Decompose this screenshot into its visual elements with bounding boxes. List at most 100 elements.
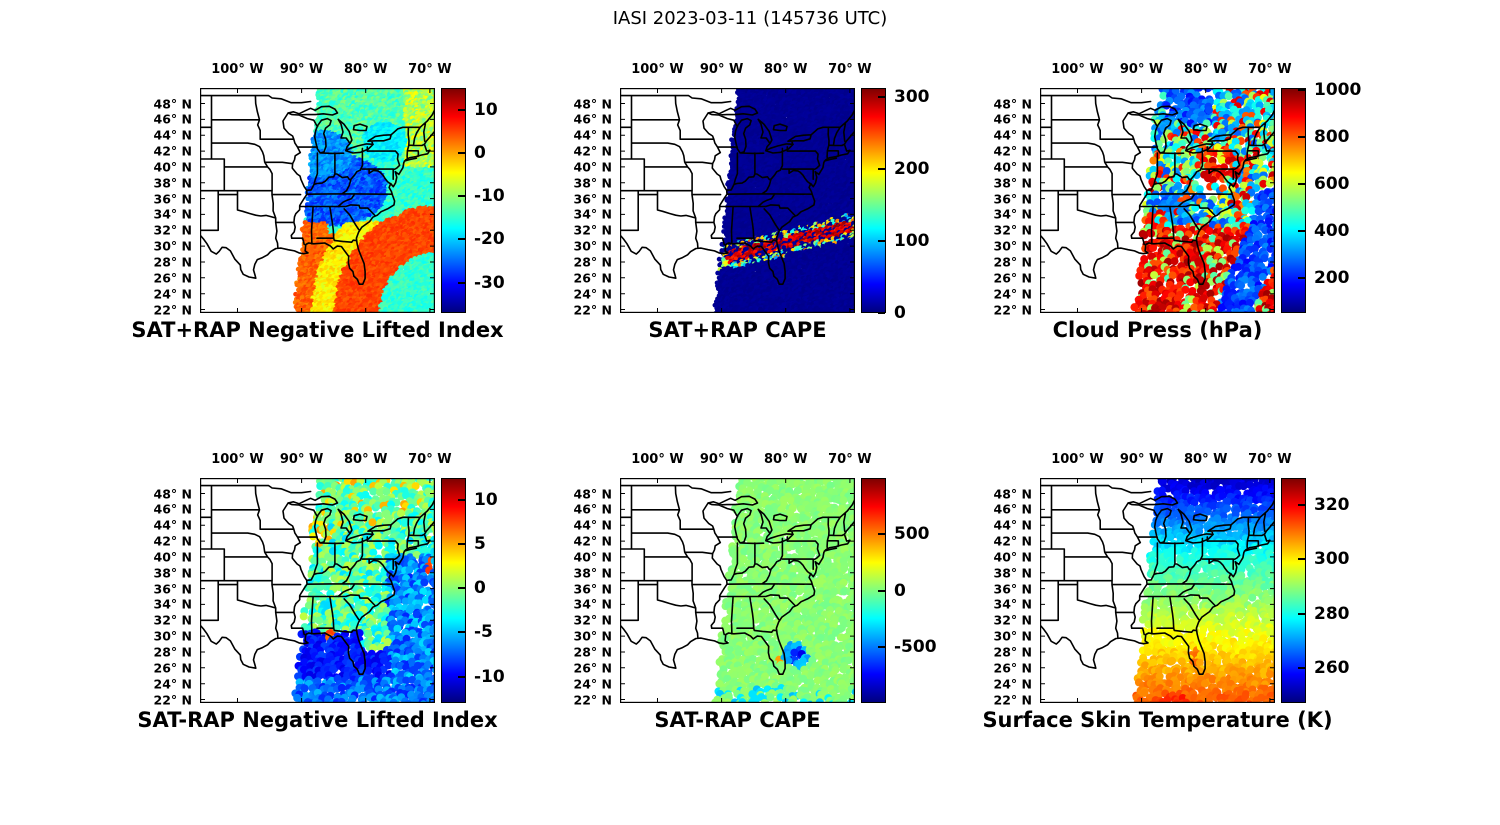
lon-tick-label: 80° W — [343, 452, 388, 467]
axes-frame — [620, 478, 855, 703]
colorbar-tick-label: -10 — [474, 186, 505, 207]
colorbar-tick — [458, 675, 465, 678]
colorbar-tick-label: 200 — [1314, 267, 1350, 288]
lat-tick-label: 34° N — [153, 206, 192, 222]
colorbar-tick — [878, 239, 885, 242]
lat-tick-label: 28° N — [993, 644, 1032, 660]
colorbar-tick — [458, 281, 465, 284]
lat-tick-label: 48° N — [993, 486, 1032, 502]
colorbar-tick — [1298, 558, 1305, 561]
lat-tick-label: 28° N — [573, 254, 612, 270]
lat-tick-label: 24° N — [573, 286, 612, 302]
lat-tick-label: 40° N — [153, 549, 192, 565]
colorbar-tick — [878, 589, 885, 592]
colorbar-tick-label: 5 — [474, 534, 486, 555]
lat-tick-label: 38° N — [993, 565, 1032, 581]
lat-tick-label: 30° N — [153, 238, 192, 254]
lat-tick-label: 30° N — [993, 628, 1032, 644]
lat-tick-label: 36° N — [573, 191, 612, 207]
lat-tick-label: 48° N — [573, 96, 612, 112]
lat-tick-label: 26° N — [153, 270, 192, 286]
colorbar-tick-label: 300 — [894, 86, 930, 107]
lat-tick-label: 42° N — [573, 533, 612, 549]
axes-frame — [200, 478, 435, 703]
lat-tick-label: 28° N — [993, 254, 1032, 270]
colorbar: 10 5 0 -5 -10 — [441, 478, 591, 703]
lat-tick-label: 28° N — [153, 644, 192, 660]
colorbar-tick — [1298, 183, 1305, 186]
axis-ticks — [620, 88, 855, 313]
colorbar-tick — [458, 195, 465, 198]
colorbar-tick-label: 800 — [1314, 127, 1350, 148]
lon-tick-label: 100° W — [211, 452, 264, 467]
lat-tick-label: 34° N — [993, 206, 1032, 222]
colorbar-tick-label: -500 — [894, 636, 937, 657]
lat-tick-label: 26° N — [573, 660, 612, 676]
colorbar-tick-label: 320 — [1314, 495, 1350, 516]
lon-tick-label: 70° W — [828, 452, 872, 467]
lat-tick-label: 44° N — [573, 517, 612, 533]
lat-tick-label: 30° N — [573, 628, 612, 644]
lon-tick-label: 100° W — [1051, 452, 1104, 467]
lon-tick-label: 90° W — [699, 62, 744, 77]
colorbar-tick-label: 10 — [474, 99, 498, 120]
map-panel-surface_skin_temperature_k: Surface Skin Temperature (K) 320 300 280 26… — [982, 452, 1349, 732]
axis-ticks — [200, 88, 435, 313]
colorbar-tick — [878, 95, 885, 98]
lat-tick-label: 32° N — [573, 222, 612, 238]
panel-title: Surface Skin Temperature (K) — [982, 708, 1333, 732]
lon-tick-label: 80° W — [763, 452, 808, 467]
map-plot — [200, 88, 435, 313]
axis-ticks — [1040, 478, 1275, 703]
map-panel-sat_minus_rap_cape: SAT-RAP CAPE 500 0 -500 100° W 90° W 80° W 70… — [574, 452, 937, 732]
lat-tick-label: 40° N — [573, 549, 612, 565]
lon-tick-label: 90° W — [1119, 62, 1164, 77]
colorbar-tick — [1298, 276, 1305, 279]
lat-tick-label: 26° N — [153, 660, 192, 676]
lon-tick-label: 100° W — [211, 62, 264, 77]
colorbar-tick-label: 200 — [894, 158, 930, 179]
colorbar-tick — [1298, 89, 1305, 92]
colorbar-tick-label: 0 — [894, 580, 906, 601]
lat-tick-label: 24° N — [993, 676, 1032, 692]
lat-tick-label: 38° N — [573, 175, 612, 191]
colorbar-tick-label: 600 — [1314, 174, 1350, 195]
map-plot — [1040, 88, 1275, 313]
lat-tick-label: 42° N — [153, 533, 192, 549]
lat-tick-label: 42° N — [573, 143, 612, 159]
lat-tick-label: 30° N — [993, 238, 1032, 254]
colorbar-tick-label: 300 — [1314, 549, 1350, 570]
lat-tick-label: 22° N — [153, 302, 192, 317]
colorbar-gradient — [441, 88, 466, 313]
colorbar-tick-label: 400 — [1314, 220, 1350, 241]
axis-ticks — [200, 478, 435, 703]
state-boundaries — [1040, 478, 1275, 703]
lat-tick-label: 22° N — [573, 302, 612, 317]
axes-frame — [1040, 478, 1275, 703]
lat-tick-label: 24° N — [993, 286, 1032, 302]
colorbar-tick — [878, 533, 885, 536]
lon-tick-label: 70° W — [828, 62, 872, 77]
lat-tick-label: 46° N — [573, 111, 612, 127]
state-boundaries — [620, 88, 855, 313]
colorbar-tick — [458, 587, 465, 590]
lat-tick-label: 42° N — [153, 143, 192, 159]
colorbar-tick-label: -30 — [474, 272, 505, 293]
colorbar-tick — [878, 645, 885, 648]
lat-tick-label: 40° N — [153, 159, 192, 175]
lat-tick-label: 46° N — [153, 501, 192, 517]
state-boundaries — [620, 478, 855, 703]
lat-tick-label: 28° N — [153, 254, 192, 270]
lat-tick-label: 28° N — [573, 644, 612, 660]
lat-tick-label: 46° N — [993, 111, 1032, 127]
lat-tick-label: 40° N — [993, 159, 1032, 175]
map-panel-sat_plus_rap_negative_lifted_index: SAT+RAP Negative Lifted Index 10 0 -10 -20 -… — [131, 62, 504, 342]
lat-tick-label: 34° N — [573, 596, 612, 612]
lat-tick-label: 24° N — [153, 676, 192, 692]
lat-tick-label: 36° N — [153, 191, 192, 207]
lat-tick-label: 46° N — [573, 501, 612, 517]
colorbar-tick — [458, 631, 465, 634]
colorbar: 320 300 280 260 — [1281, 478, 1431, 703]
colorbar-tick-label: -5 — [474, 622, 493, 643]
colorbar-tick-label: 10 — [474, 490, 498, 511]
